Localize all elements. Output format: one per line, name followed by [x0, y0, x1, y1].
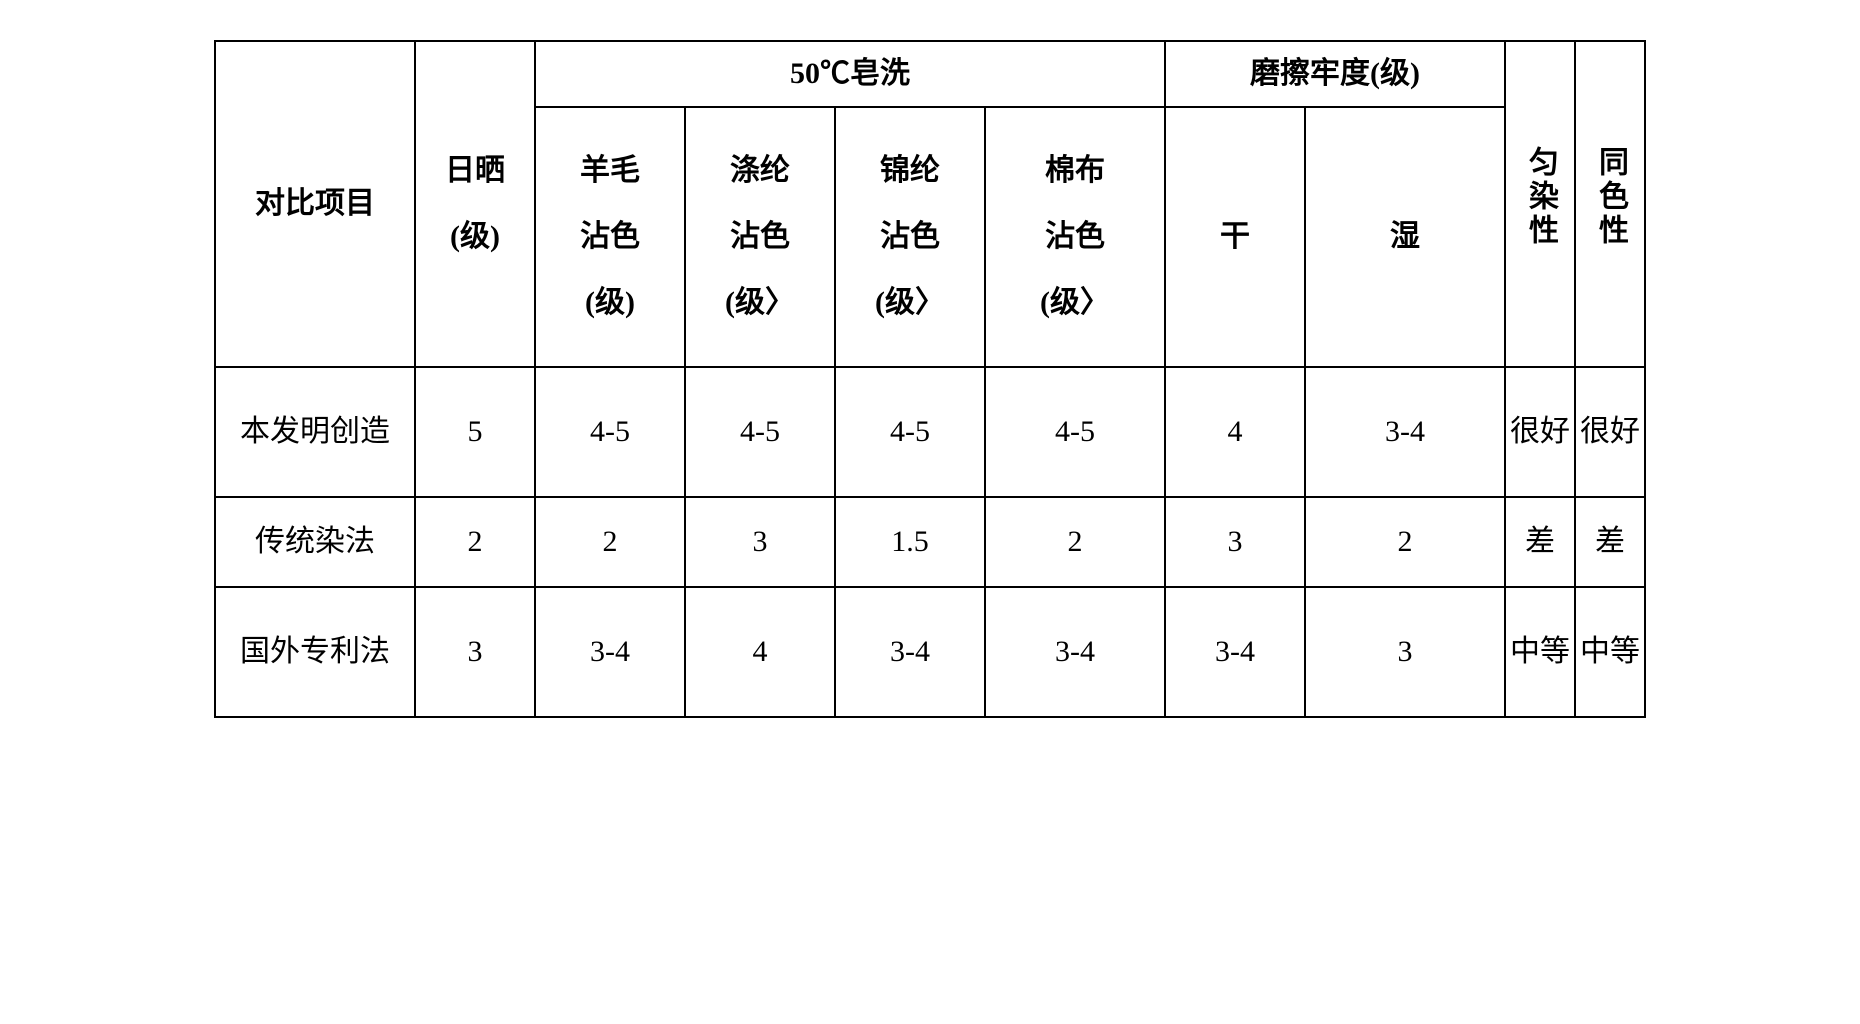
header-soap-wool: 羊毛沾色(级)	[535, 107, 685, 367]
cell-sun: 2	[415, 497, 535, 587]
header-rub-wet: 湿	[1305, 107, 1505, 367]
cell-cotton: 3-4	[985, 587, 1165, 717]
header-soap-polyester: 涤纶沾色(级〉	[685, 107, 835, 367]
cell-sun: 5	[415, 367, 535, 497]
table-row: 传统染法 2 2 3 1.5 2 3 2 差 差	[215, 497, 1645, 587]
cell-cotton: 2	[985, 497, 1165, 587]
header-soap-nylon: 锦纶沾色(级〉	[835, 107, 985, 367]
cell-wool: 3-4	[535, 587, 685, 717]
header-soap-cotton: 棉布沾色(级〉	[985, 107, 1165, 367]
header-soap-wash-group: 50℃皂洗	[535, 41, 1165, 107]
header-compare-item: 对比项目	[215, 41, 415, 367]
table-body: 本发明创造 5 4-5 4-5 4-5 4-5 4 3-4 很好 很好 传统染法…	[215, 367, 1645, 717]
cell-same: 中等	[1575, 587, 1645, 717]
cell-wet: 3-4	[1305, 367, 1505, 497]
cell-dry: 3-4	[1165, 587, 1305, 717]
cell-cotton: 4-5	[985, 367, 1165, 497]
table-row: 国外专利法 3 3-4 4 3-4 3-4 3-4 3 中等 中等	[215, 587, 1645, 717]
table-row: 本发明创造 5 4-5 4-5 4-5 4-5 4 3-4 很好 很好	[215, 367, 1645, 497]
header-rub-dry: 干	[1165, 107, 1305, 367]
cell-polyester: 3	[685, 497, 835, 587]
header-level-dye: 匀染性	[1505, 41, 1575, 367]
row-label: 本发明创造	[215, 367, 415, 497]
row-label: 国外专利法	[215, 587, 415, 717]
header-sun-exposure: 日晒(级)	[415, 41, 535, 367]
cell-level: 中等	[1505, 587, 1575, 717]
cell-wet: 2	[1305, 497, 1505, 587]
cell-polyester: 4-5	[685, 367, 835, 497]
cell-wool: 2	[535, 497, 685, 587]
cell-level: 差	[1505, 497, 1575, 587]
cell-dry: 3	[1165, 497, 1305, 587]
cell-dry: 4	[1165, 367, 1305, 497]
header-rub-group: 磨擦牢度(级)	[1165, 41, 1505, 107]
cell-same: 很好	[1575, 367, 1645, 497]
table-header: 对比项目 日晒(级) 50℃皂洗 磨擦牢度(级) 匀染性 同色性 羊毛沾色(级)…	[215, 41, 1645, 367]
comparison-table: 对比项目 日晒(级) 50℃皂洗 磨擦牢度(级) 匀染性 同色性 羊毛沾色(级)…	[214, 40, 1646, 718]
row-label: 传统染法	[215, 497, 415, 587]
header-same-color: 同色性	[1575, 41, 1645, 367]
cell-nylon: 4-5	[835, 367, 985, 497]
cell-same: 差	[1575, 497, 1645, 587]
cell-wool: 4-5	[535, 367, 685, 497]
cell-polyester: 4	[685, 587, 835, 717]
cell-sun: 3	[415, 587, 535, 717]
cell-level: 很好	[1505, 367, 1575, 497]
cell-wet: 3	[1305, 587, 1505, 717]
cell-nylon: 1.5	[835, 497, 985, 587]
cell-nylon: 3-4	[835, 587, 985, 717]
